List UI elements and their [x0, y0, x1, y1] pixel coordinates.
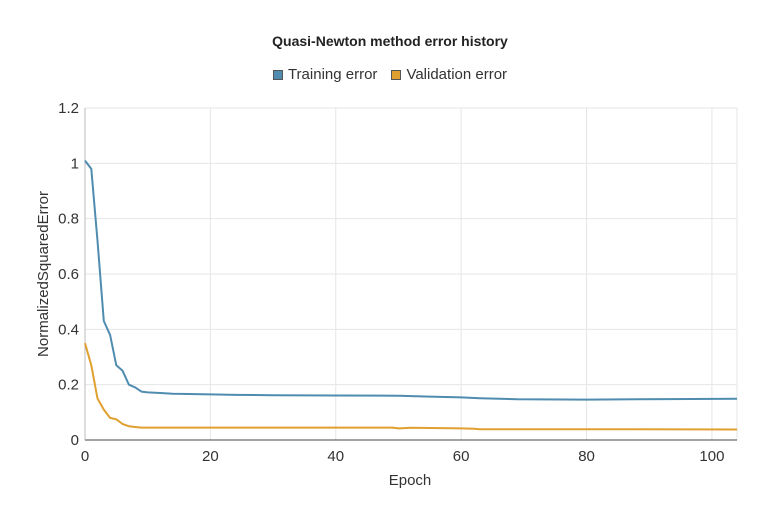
- grid: [84, 107, 738, 441]
- y-tick-label: 0.2: [58, 377, 79, 394]
- y-tick-label: 1: [71, 155, 79, 172]
- series-line-training: [84, 159, 738, 401]
- y-tick-label: 0: [71, 432, 79, 449]
- y-tick-label: 0.4: [58, 321, 79, 338]
- y-tick-label: 1.2: [58, 100, 79, 117]
- legend-item-training[interactable]: Training error: [272, 66, 378, 83]
- x-tick-label: 20: [202, 448, 219, 465]
- legend: Training error Validation error: [0, 66, 780, 83]
- x-tick-label: 80: [578, 448, 595, 465]
- x-tick-label: 60: [453, 448, 470, 465]
- series-lines: [84, 159, 738, 431]
- tick-labels: 0 0.2 0.4 0.6 0.8 1 1.2 0 20 40 60 80 100: [58, 100, 724, 465]
- axes: [84, 108, 737, 441]
- series-line-validation: [84, 342, 738, 431]
- x-tick-label: 100: [699, 448, 724, 465]
- legend-swatch-training: [272, 69, 283, 80]
- y-tick-label: 0.6: [58, 266, 79, 283]
- x-tick-label: 0: [81, 448, 89, 465]
- legend-item-validation[interactable]: Validation error: [391, 66, 507, 83]
- x-tick-label: 40: [327, 448, 344, 465]
- y-axis-label: NormalizedSquaredError: [35, 191, 52, 357]
- legend-label-validation: Validation error: [406, 66, 508, 83]
- x-axis-label: Epoch: [389, 472, 432, 489]
- legend-label-training: Training error: [287, 66, 378, 83]
- y-tick-label: 0.8: [58, 211, 79, 228]
- legend-swatch-validation: [391, 69, 402, 80]
- chart-title: Quasi-Newton method error history: [272, 33, 508, 49]
